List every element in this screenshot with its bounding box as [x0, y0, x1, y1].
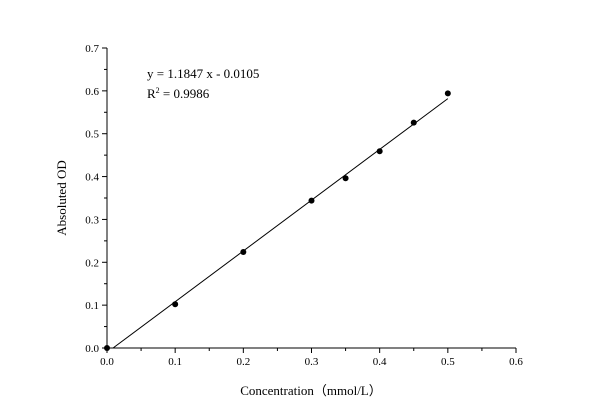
x-tick-label: 0.4 [373, 356, 387, 368]
x-tick-label: 0.6 [509, 356, 523, 368]
data-point [104, 345, 110, 351]
x-axis-title: Concentration（mmol/L） [240, 383, 382, 398]
y-tick-label: 0.0 [85, 343, 99, 355]
r-squared-superscript: 2 [156, 86, 160, 95]
y-axis-title: Absoluted OD [54, 160, 69, 235]
x-tick-label: 0.2 [236, 356, 250, 368]
y-tick-label: 0.6 [85, 86, 99, 98]
x-tick-label: 0.5 [441, 356, 455, 368]
r-squared-symbol: R [147, 86, 156, 101]
x-tick-label: 0.0 [100, 356, 114, 368]
data-points [104, 90, 451, 351]
data-point [240, 249, 247, 255]
regression-line [112, 98, 449, 349]
fit-line [112, 98, 449, 349]
data-point [342, 175, 349, 182]
data-point [172, 301, 179, 308]
r-squared-value: = 0.9986 [160, 86, 210, 101]
tick-marks [102, 47, 517, 353]
y-tick-label: 0.7 [85, 43, 99, 55]
tick-labels: 0.0 0.1 0.2 0.3 0.4 0.5 0.6 0.0 0.1 0.2 0.3 0.4 0.5 0… [85, 43, 523, 368]
y-tick-label: 0.2 [85, 257, 99, 269]
y-tick-label: 0.1 [85, 300, 99, 312]
x-tick-label: 0.3 [305, 356, 319, 368]
y-tick-label: 0.4 [85, 172, 99, 184]
data-point [410, 119, 417, 126]
y-tick-label: 0.3 [85, 214, 99, 226]
r-squared-annotation: R2 = 0.9986 [147, 86, 210, 101]
data-point [444, 90, 451, 97]
x-tick-label: 0.1 [168, 356, 182, 368]
regression-equation: y = 1.1847 x - 0.0105 [147, 66, 259, 81]
data-point [376, 148, 383, 155]
y-tick-label: 0.5 [85, 129, 99, 141]
data-point [308, 197, 315, 204]
